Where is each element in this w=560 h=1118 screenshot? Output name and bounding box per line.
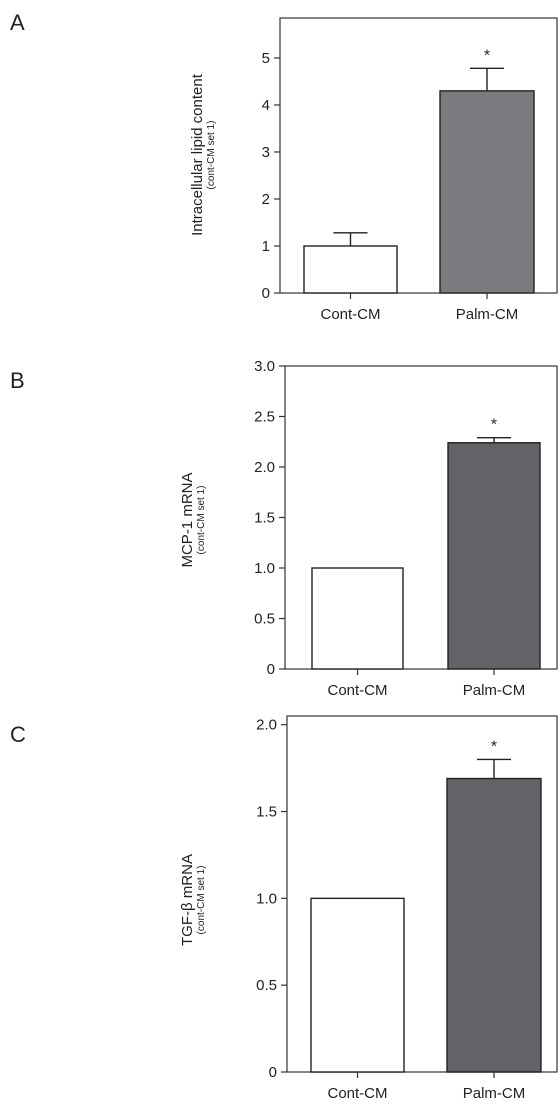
x-category-label: Palm-CM [463,1085,526,1102]
y-tick-label: 2.0 [254,459,275,476]
y-tick-label: 0 [267,661,275,678]
panel-letter: B [10,368,25,393]
x-category-label: Cont-CM [320,306,380,323]
y-tick-label: 3 [262,144,270,161]
y-tick-label: 1.0 [256,890,277,907]
y-axis-sublabel: (cont-CM set 1) [196,486,207,555]
y-tick-label: 1.5 [256,804,277,821]
significance-marker: * [491,417,497,434]
y-axis-sublabel: (cont-CM set 1) [206,121,217,190]
significance-marker: * [484,47,490,64]
x-category-label: Cont-CM [327,682,387,699]
y-tick-label: 0 [269,1064,277,1081]
y-tick-label: 0.5 [254,611,275,628]
y-tick-label: 1.0 [254,560,275,577]
bar [311,567,404,670]
y-axis-label: MCP-1 mRNA [179,472,196,567]
y-tick-label: 4 [262,97,270,114]
x-category-label: Palm-CM [463,682,526,699]
panel-letter: A [10,10,25,35]
y-axis-label: Intracellular lipid content [189,73,206,236]
x-category-label: Palm-CM [456,306,519,323]
bar [310,897,405,1073]
y-tick-label: 0.5 [256,977,277,994]
bar [439,90,535,294]
plot-frame [286,715,558,1073]
y-tick-label: 3.0 [254,358,275,375]
x-category-label: Cont-CM [327,1085,387,1102]
panel-letter: C [10,722,26,747]
y-axis-sublabel: (cont-CM set 1) [196,866,207,935]
y-tick-label: 0 [262,285,270,302]
y-tick-label: 2.0 [256,717,277,734]
bar [303,245,398,294]
y-tick-label: 2 [262,191,270,208]
significance-marker: * [491,738,497,755]
plot-frame [279,17,558,294]
y-tick-label: 1 [262,238,270,255]
bar [446,777,542,1073]
bar [447,442,541,670]
y-tick-label: 5 [262,50,270,67]
y-tick-label: 2.5 [254,409,275,426]
y-tick-label: 1.5 [254,510,275,527]
y-axis-label: TGF-β mRNA [179,854,196,946]
